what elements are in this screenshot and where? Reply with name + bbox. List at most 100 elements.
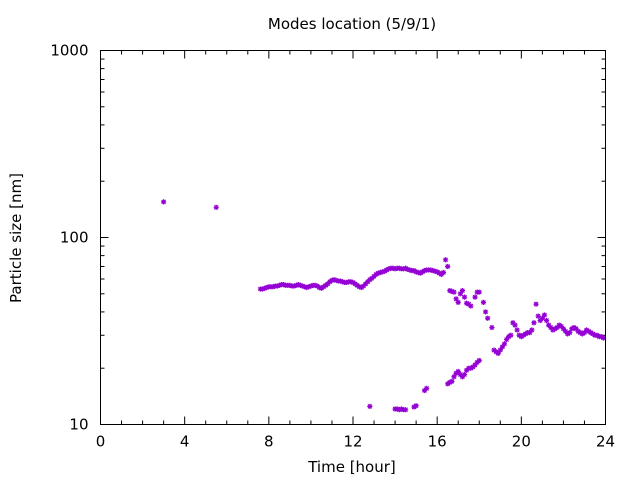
data-point	[558, 323, 564, 329]
data-point	[297, 282, 303, 288]
data-point	[377, 269, 383, 276]
data-point	[213, 204, 219, 210]
data-point	[333, 277, 339, 283]
data-point	[394, 406, 400, 412]
data-point	[501, 341, 508, 347]
data-point	[485, 315, 491, 321]
data-point	[440, 269, 447, 276]
data-point	[360, 283, 367, 289]
data-point	[468, 303, 474, 309]
data-point	[348, 279, 354, 285]
data-point	[280, 281, 287, 288]
data-point	[445, 263, 451, 270]
data-point	[541, 312, 548, 318]
x-axis-ticks: 0 4 8 12 16 20 24	[96, 50, 615, 451]
data-point	[546, 322, 552, 328]
y-tick-label: 1000	[50, 42, 88, 60]
data-point	[262, 285, 268, 291]
data-point	[474, 359, 480, 365]
data-point	[417, 270, 423, 276]
data-point	[302, 284, 308, 290]
data-point	[438, 271, 444, 277]
data-point	[567, 330, 573, 336]
data-point	[571, 324, 577, 331]
data-point	[276, 282, 282, 288]
data-point	[421, 387, 428, 394]
data-point	[472, 362, 478, 368]
data-point	[274, 283, 280, 289]
data-point	[413, 269, 419, 275]
data-point	[497, 347, 503, 353]
data-point	[447, 288, 453, 294]
x-tick-label: 20	[512, 433, 531, 451]
data-point	[415, 269, 421, 276]
data-point	[295, 281, 301, 288]
data-point	[600, 335, 606, 341]
data-point	[535, 313, 541, 319]
data-point	[499, 344, 505, 350]
data-point	[384, 267, 390, 273]
data-point	[459, 288, 466, 294]
data-point	[476, 357, 482, 364]
data-point	[457, 291, 463, 297]
data-point	[363, 281, 369, 287]
data-point	[365, 279, 371, 285]
data-point	[504, 336, 510, 343]
data-point	[581, 330, 588, 336]
data-point	[367, 403, 373, 409]
data-point	[451, 289, 457, 295]
data-point	[337, 278, 343, 284]
data-point	[403, 265, 409, 271]
data-point	[371, 273, 377, 279]
data-point	[419, 269, 426, 275]
plot-frame	[100, 50, 606, 425]
data-point	[453, 296, 459, 302]
x-axis-label: Time [hour]	[307, 458, 396, 476]
data-point	[514, 327, 520, 333]
data-point	[356, 284, 362, 290]
data-point	[344, 279, 350, 286]
data-point	[552, 326, 558, 332]
data-point	[329, 277, 335, 283]
data-point	[379, 269, 386, 275]
data-point	[476, 289, 482, 295]
data-point	[449, 288, 455, 294]
data-point	[531, 320, 537, 326]
data-point	[411, 268, 417, 274]
data-point	[455, 299, 461, 305]
data-point	[270, 284, 276, 290]
data-point	[464, 300, 470, 306]
data-point	[449, 378, 455, 385]
data-point	[287, 282, 293, 288]
data-point	[308, 283, 314, 289]
data-point	[461, 371, 468, 378]
data-point	[489, 324, 495, 331]
data-point	[482, 309, 489, 315]
data-point	[543, 317, 550, 324]
data-point	[573, 326, 579, 332]
data-point	[468, 365, 474, 371]
data-point	[508, 332, 514, 338]
data-point	[455, 368, 461, 375]
data-point	[560, 326, 567, 332]
data-point	[316, 284, 322, 291]
data-point	[259, 286, 266, 292]
data-point	[325, 281, 331, 287]
data-point	[461, 294, 468, 300]
data-point	[533, 301, 539, 307]
x-tick-label: 12	[343, 433, 362, 451]
y-axis-label: Particle size [nm]	[7, 173, 25, 303]
data-point	[495, 350, 501, 356]
data-point	[375, 270, 381, 276]
data-point	[556, 322, 562, 328]
data-point	[381, 268, 388, 274]
data-point	[264, 284, 270, 291]
data-point	[407, 267, 413, 273]
data-point	[304, 284, 310, 291]
data-point	[527, 330, 533, 336]
data-points	[161, 199, 606, 413]
data-point	[293, 282, 299, 288]
data-point	[339, 279, 346, 285]
x-tick-label: 4	[180, 433, 190, 451]
